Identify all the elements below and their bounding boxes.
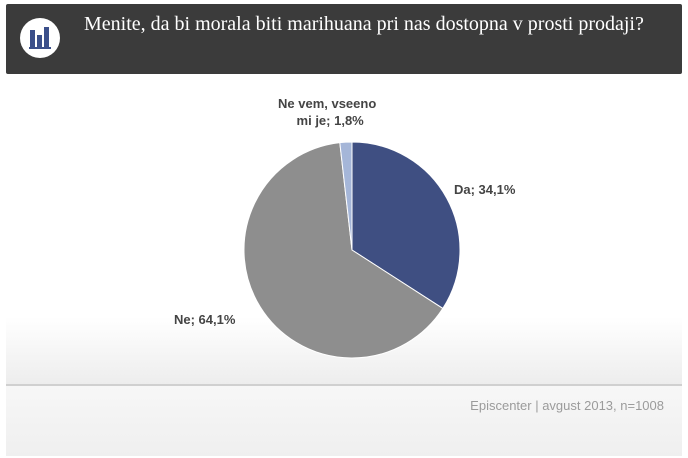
slice-label-ne: Ne; 64,1% [174, 312, 236, 327]
slice-label-nevem-line2: mi je; 1,8% [296, 113, 364, 128]
chart-area: Ne vem, vseeno mi je; 1,8% Da; 34,1% Ne;… [6, 78, 682, 384]
header-bar: Menite, da bi morala biti marihuana pri … [6, 4, 682, 74]
slice-label-da: Da; 34,1% [454, 182, 516, 197]
slice-label-nevem-line1: Ne vem, vseeno [278, 96, 377, 111]
chart-title: Menite, da bi morala biti marihuana pri … [84, 13, 644, 35]
pie-slice-nevem [339, 141, 353, 251]
pie-chart [243, 141, 461, 359]
footer-divider [6, 384, 682, 386]
footer: Episcenter | avgust 2013, n=1008 [6, 386, 682, 456]
bar-chart-icon [20, 18, 60, 58]
source-note: Episcenter | avgust 2013, n=1008 [470, 398, 664, 413]
pie-slice-ne [243, 142, 444, 359]
slice-label-nevem: Ne vem, vseeno mi je; 1,8% [278, 95, 376, 129]
